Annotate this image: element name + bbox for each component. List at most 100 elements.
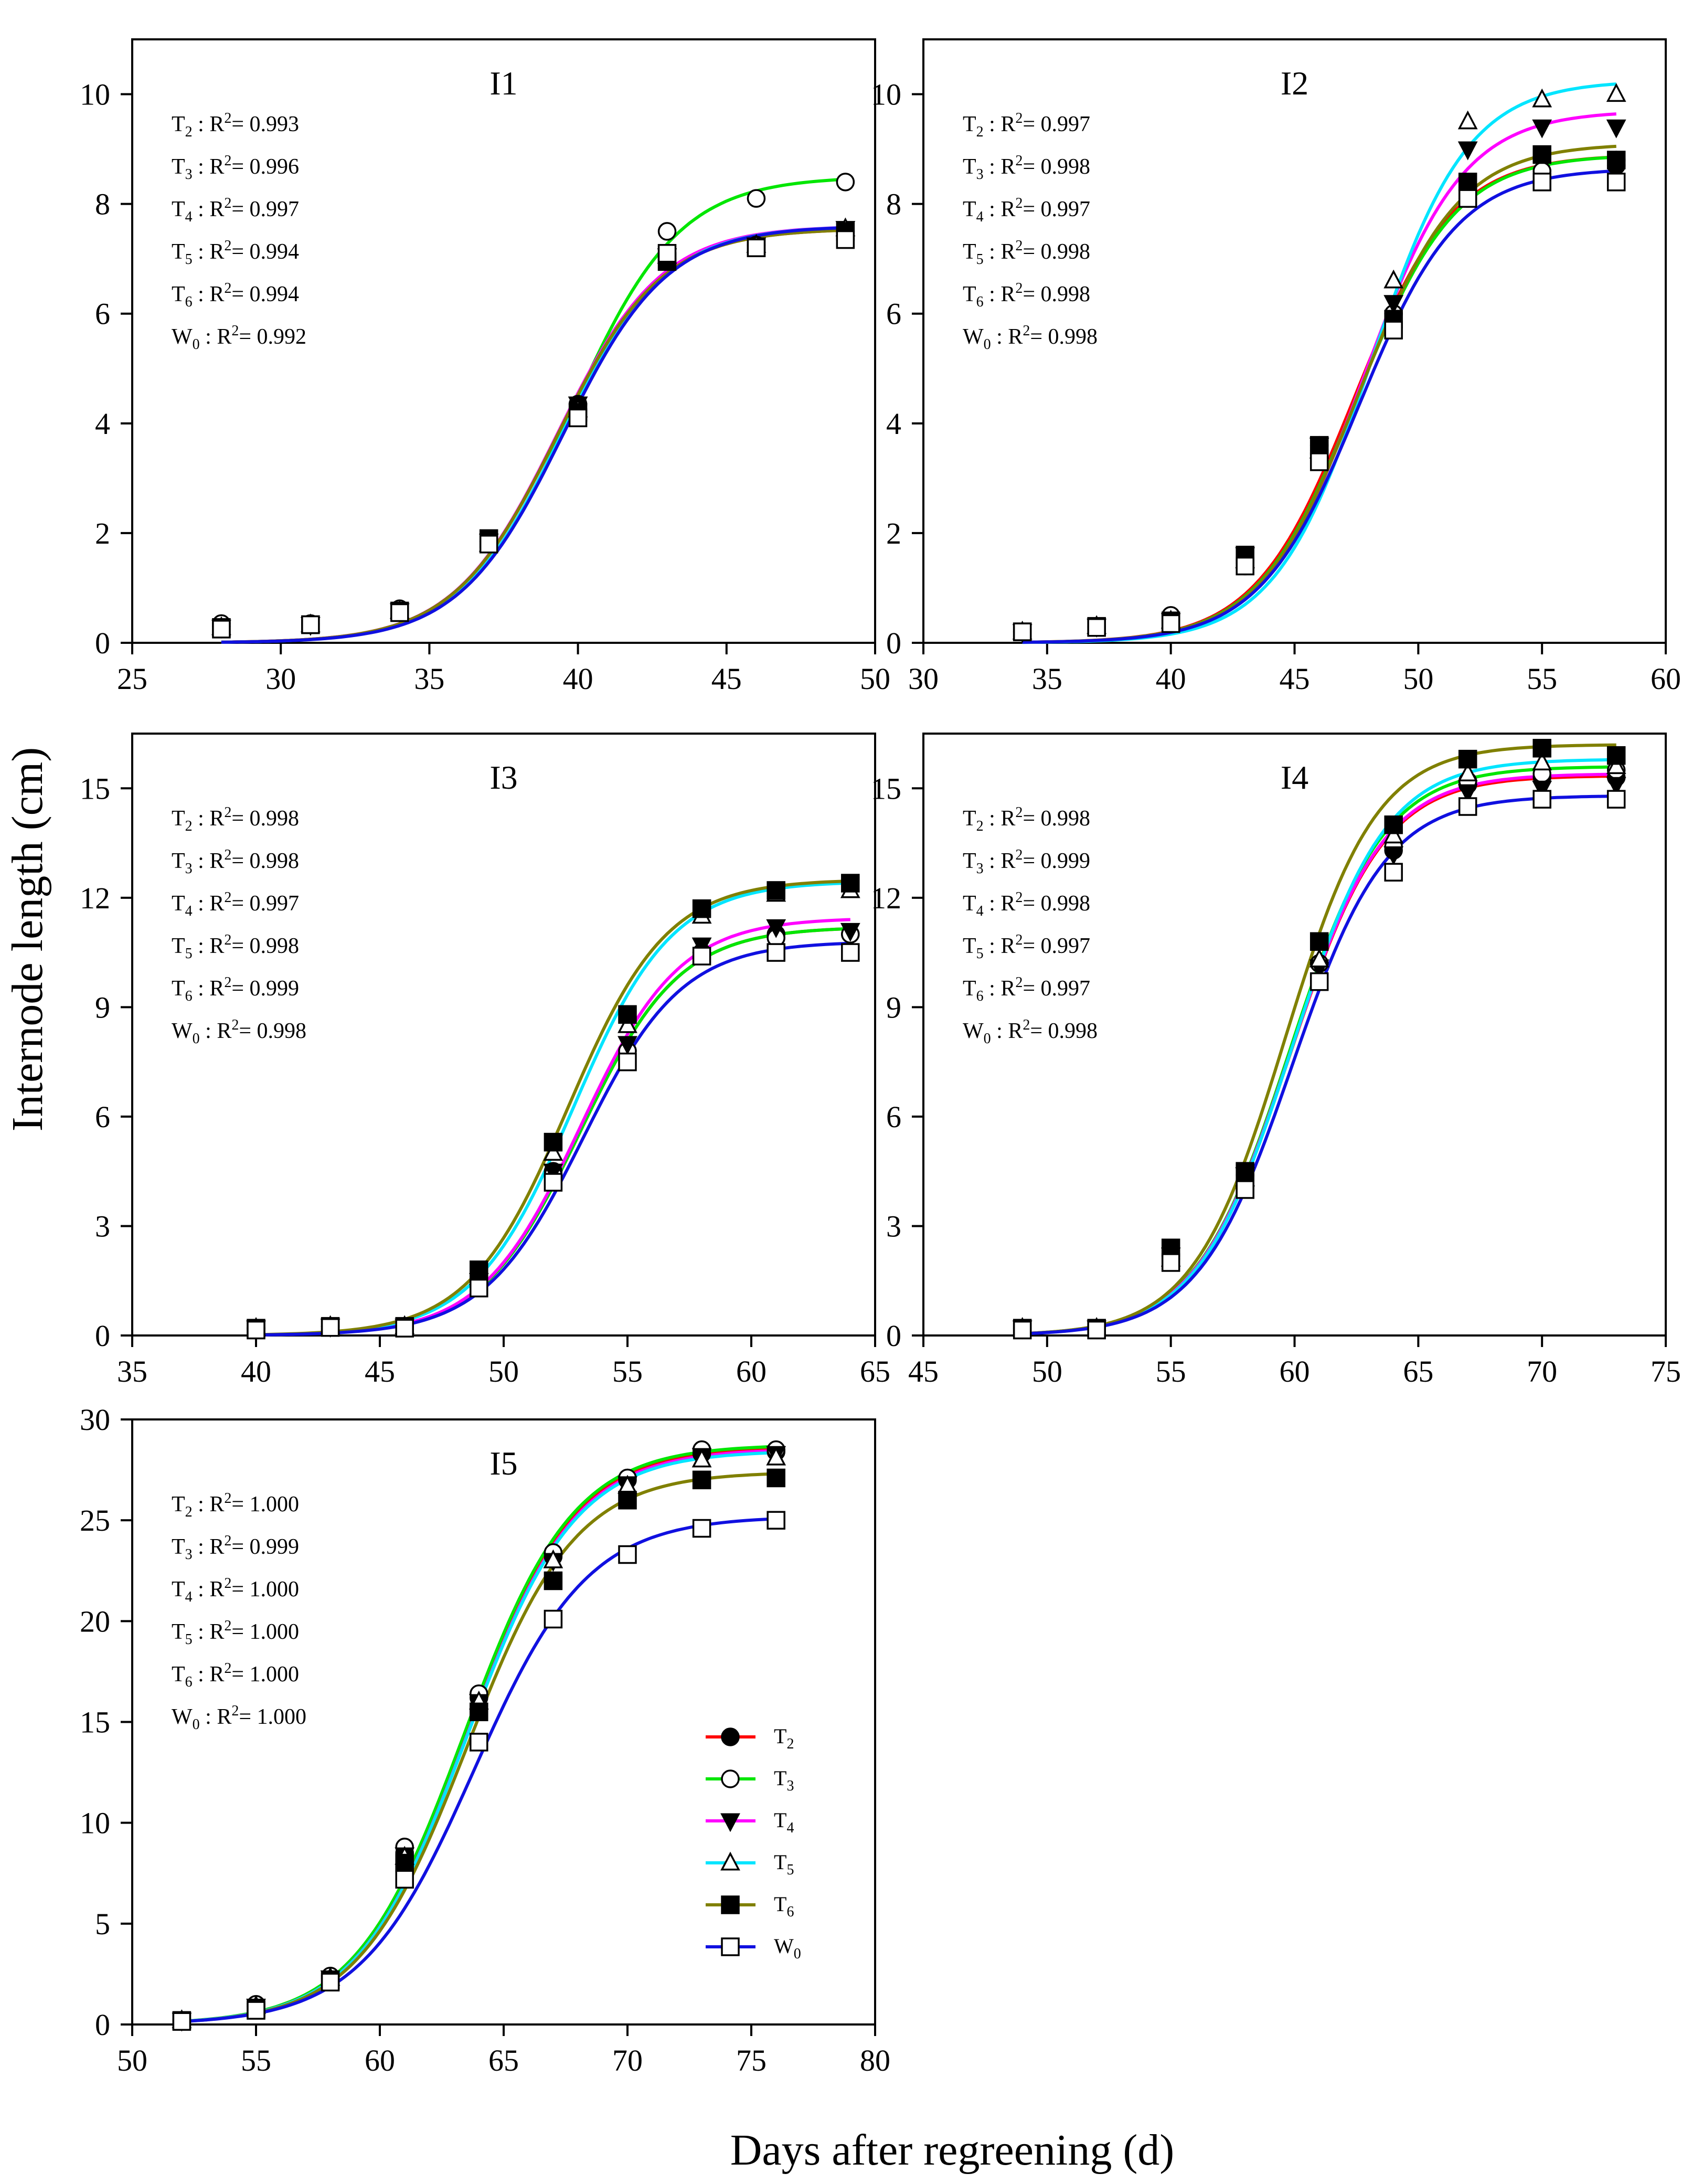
x-tick-label: 55 — [241, 2043, 271, 2077]
data-point-t4 — [1383, 846, 1404, 865]
x-tick-label: 30 — [908, 662, 939, 696]
data-point-w0 — [395, 1870, 414, 1889]
data-point-w0 — [395, 1319, 414, 1338]
data-point-t6 — [1458, 173, 1477, 192]
y-tick-label: 0 — [95, 626, 110, 660]
data-point-w0 — [1532, 790, 1551, 809]
data-point-t5 — [618, 1014, 637, 1033]
fit-curve-t4 — [1022, 772, 1616, 1335]
x-tick-label: 45 — [1280, 662, 1310, 696]
data-point-t5 — [1532, 88, 1552, 108]
data-point-w0 — [1161, 1253, 1180, 1272]
data-point-w0 — [172, 2012, 191, 2031]
r2-annotation: T3 : R2= 0.999 — [963, 847, 1090, 877]
x-tick-label: 40 — [241, 1354, 271, 1388]
legend-marker — [720, 1813, 740, 1832]
data-point-t5 — [1606, 83, 1626, 102]
data-point-t5 — [543, 1142, 563, 1161]
data-point-t5 — [691, 1448, 712, 1468]
data-point-w0 — [747, 238, 766, 258]
fit-curve-t4 — [221, 226, 846, 644]
panel-i5: 50 55 60 65 70 75 80 0 5 10 15 20 25 30 I5 T2 : R2= 1.0… — [80, 1403, 890, 2077]
data-point-w0 — [767, 1511, 785, 1530]
x-tick-label: 70 — [1527, 1354, 1557, 1388]
data-point-w0 — [618, 1545, 637, 1564]
x-tick-label: 25 — [117, 662, 147, 696]
r2-annotation: T5 : R2= 0.998 — [172, 932, 299, 962]
legend-label: T3 — [774, 1766, 794, 1794]
data-point-t6 — [544, 1571, 563, 1591]
legend-marker — [721, 1727, 740, 1746]
data-point-t3 — [836, 173, 855, 192]
panel-i2: 30 35 40 45 50 55 60 0 2 4 6 8 10 I2 T2 : R2= 0.997 T3 … — [871, 38, 1681, 696]
x-tick-label: 75 — [736, 2043, 767, 2077]
x-tick-label: 65 — [488, 2043, 519, 2077]
panel-title: I3 — [489, 759, 517, 796]
data-point-w0 — [1458, 189, 1477, 208]
r2-annotation: W0 : R2= 0.998 — [963, 323, 1098, 353]
data-point-w0 — [247, 2001, 265, 2020]
data-point-w0 — [1606, 173, 1626, 192]
fit-curve-t4 — [1022, 112, 1616, 644]
data-point-t3 — [657, 222, 677, 241]
fit-curve-t2 — [1022, 155, 1616, 644]
y-tick-label: 10 — [80, 1806, 110, 1840]
r2-annotation: T6 : R2= 0.998 — [963, 280, 1090, 310]
y-axis-title: Internode length (cm) — [3, 747, 52, 1131]
x-tick-label: 35 — [414, 662, 444, 696]
data-point-t5 — [1457, 110, 1478, 130]
r2-annotation: T3 : R2= 0.998 — [963, 153, 1090, 183]
data-point-t4 — [1532, 119, 1552, 139]
y-tick-label: 0 — [886, 1319, 901, 1353]
panel-title: I4 — [1281, 759, 1308, 796]
data-point-w0 — [841, 943, 860, 962]
fit-curve-t3 — [256, 927, 850, 1337]
r2-annotation: T2 : R2= 0.998 — [963, 804, 1090, 834]
y-tick-label: 20 — [80, 1604, 110, 1638]
fit-curve-t5 — [221, 226, 846, 644]
r2-annotation: T6 : R2= 0.994 — [172, 280, 299, 310]
x-tick-label: 65 — [1403, 1354, 1433, 1388]
x-tick-label: 75 — [1651, 1354, 1681, 1388]
data-point-t6 — [1606, 746, 1626, 765]
data-point-t6 — [692, 1470, 711, 1490]
data-point-w0 — [767, 943, 785, 962]
data-point-t4 — [543, 1163, 563, 1183]
x-tick-label: 45 — [365, 1354, 395, 1388]
data-point-w0 — [321, 1318, 340, 1337]
data-point-w0 — [692, 1519, 711, 1538]
r2-annotation: T4 : R2= 0.997 — [172, 889, 299, 919]
data-point-w0 — [321, 1973, 340, 1992]
data-point-w0 — [568, 408, 588, 428]
data-point-t6 — [767, 1468, 785, 1488]
y-tick-label: 0 — [95, 1319, 110, 1353]
y-tick-label: 15 — [80, 771, 110, 805]
data-point-w0 — [657, 243, 677, 263]
r2-annotation: T6 : R2= 1.000 — [172, 1660, 299, 1690]
y-tick-label: 3 — [95, 1209, 110, 1243]
data-point-w0 — [1606, 790, 1626, 809]
fit-curve-t3 — [1022, 155, 1616, 644]
y-tick-label: 15 — [871, 771, 901, 805]
data-point-w0 — [836, 230, 855, 249]
y-tick-label: 30 — [80, 1403, 110, 1437]
data-point-t4 — [1457, 784, 1478, 803]
y-tick-label: 12 — [80, 881, 110, 915]
panel-i4: 45 50 55 60 65 70 75 0 3 6 9 12 15 I4 T2 : R2= 0.998 T3… — [871, 733, 1681, 1388]
data-point-t5 — [1383, 269, 1404, 289]
data-point-t4 — [1606, 119, 1626, 139]
r2-annotation: W0 : R2= 1.000 — [172, 1703, 306, 1733]
r2-annotation: T2 : R2= 1.000 — [172, 1490, 299, 1520]
data-point-t5 — [766, 1446, 786, 1466]
y-tick-label: 0 — [886, 626, 901, 660]
r2-annotation: T5 : R2= 0.997 — [963, 932, 1090, 962]
x-tick-label: 70 — [612, 2043, 643, 2077]
data-point-w0 — [1384, 321, 1403, 340]
r2-annotation: T4 : R2= 1.000 — [172, 1575, 299, 1605]
r2-annotation: T3 : R2= 0.998 — [172, 847, 299, 877]
x-tick-label: 50 — [1403, 662, 1433, 696]
y-tick-label: 6 — [886, 1100, 901, 1134]
fit-curve-t3 — [1022, 765, 1616, 1335]
data-point-t3 — [747, 189, 766, 208]
data-point-t6 — [395, 1853, 414, 1873]
